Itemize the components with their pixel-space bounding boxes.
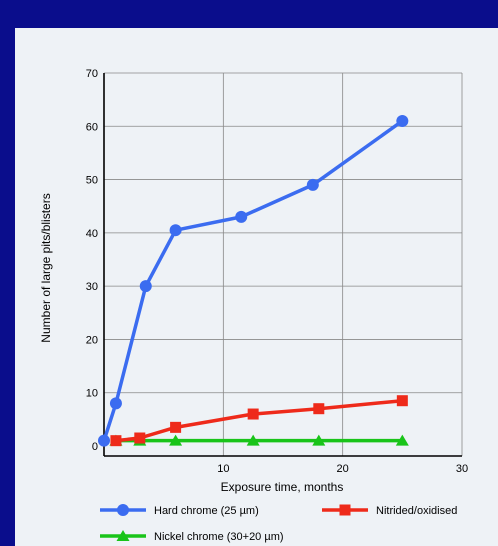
data-point-nitrided-oxidised: [396, 395, 408, 407]
data-point-hard-chrome-25-m: [235, 210, 248, 223]
y-tick-label-10: 10: [86, 388, 98, 400]
legend-label: Nickel chrome (30+20 µm): [154, 531, 284, 543]
data-point-nitrided-oxidised: [110, 435, 122, 447]
left-border: [0, 0, 15, 546]
legend-swatch-marker: [116, 530, 130, 541]
y-tick-label-70: 70: [86, 68, 98, 80]
data-point-hard-chrome-25-m: [396, 114, 409, 127]
y-tick-label-60: 60: [86, 121, 98, 133]
x-tick-label-30: 30: [456, 463, 468, 475]
x-tick-label-20: 20: [337, 463, 349, 475]
series-line-nitrided-oxidised: [115, 398, 403, 443]
series-nickel-chrome-30-20-m: [109, 434, 409, 446]
x-tick-label-10: 10: [217, 463, 229, 475]
legend-swatch-marker: [117, 504, 129, 516]
legend-item-nickel-chrome-30-20-m: Nickel chrome (30+20 µm): [100, 530, 284, 543]
data-point-nickel-chrome-30-20-m: [169, 434, 183, 446]
legend-swatch-marker: [339, 504, 351, 516]
data-point-hard-chrome-25-m: [306, 178, 319, 191]
legend-label: Nitrided/oxidised: [376, 505, 457, 517]
data-point-hard-chrome-25-m: [139, 280, 152, 293]
series-nitrided-oxidised: [110, 395, 408, 447]
data-point-nickel-chrome-30-20-m: [312, 434, 326, 446]
y-axis-title: Number of large pits/blisters: [39, 193, 53, 342]
data-point-hard-chrome-25-m: [98, 434, 110, 447]
legend-item-hard-chrome-25-m: Hard chrome (25 µm): [100, 504, 259, 517]
top-bar: [0, 0, 498, 28]
y-tick-label-30: 30: [86, 281, 98, 293]
data-point-nickel-chrome-30-20-m: [395, 434, 409, 446]
data-point-nitrided-oxidised: [170, 421, 182, 433]
data-point-hard-chrome-25-m: [109, 397, 122, 410]
x-axis-title: Exposure time, months: [221, 480, 344, 494]
legend-label: Hard chrome (25 µm): [154, 505, 259, 517]
series-hard-chrome-25-m: [98, 114, 409, 447]
data-point-nitrided-oxidised: [313, 403, 325, 415]
y-tick-label-0: 0: [92, 441, 98, 453]
data-series: [98, 114, 409, 447]
legend: Hard chrome (25 µm) Nitrided/oxidised Nick…: [100, 504, 457, 543]
tick-labels: 0 10 20 30 40 50 60 70 10 20 30: [86, 68, 468, 475]
data-point-nickel-chrome-30-20-m: [246, 434, 260, 446]
legend-item-nitrided-oxidised: Nitrided/oxidised: [322, 504, 457, 517]
y-tick-label-40: 40: [86, 228, 98, 240]
axes: [103, 73, 462, 457]
chart-panel: [15, 28, 498, 546]
y-tick-label-20: 20: [86, 334, 98, 346]
data-point-hard-chrome-25-m: [169, 224, 182, 237]
data-point-nitrided-oxidised: [247, 408, 259, 420]
data-point-nitrided-oxidised: [134, 432, 146, 444]
y-tick-label-50: 50: [86, 175, 98, 187]
